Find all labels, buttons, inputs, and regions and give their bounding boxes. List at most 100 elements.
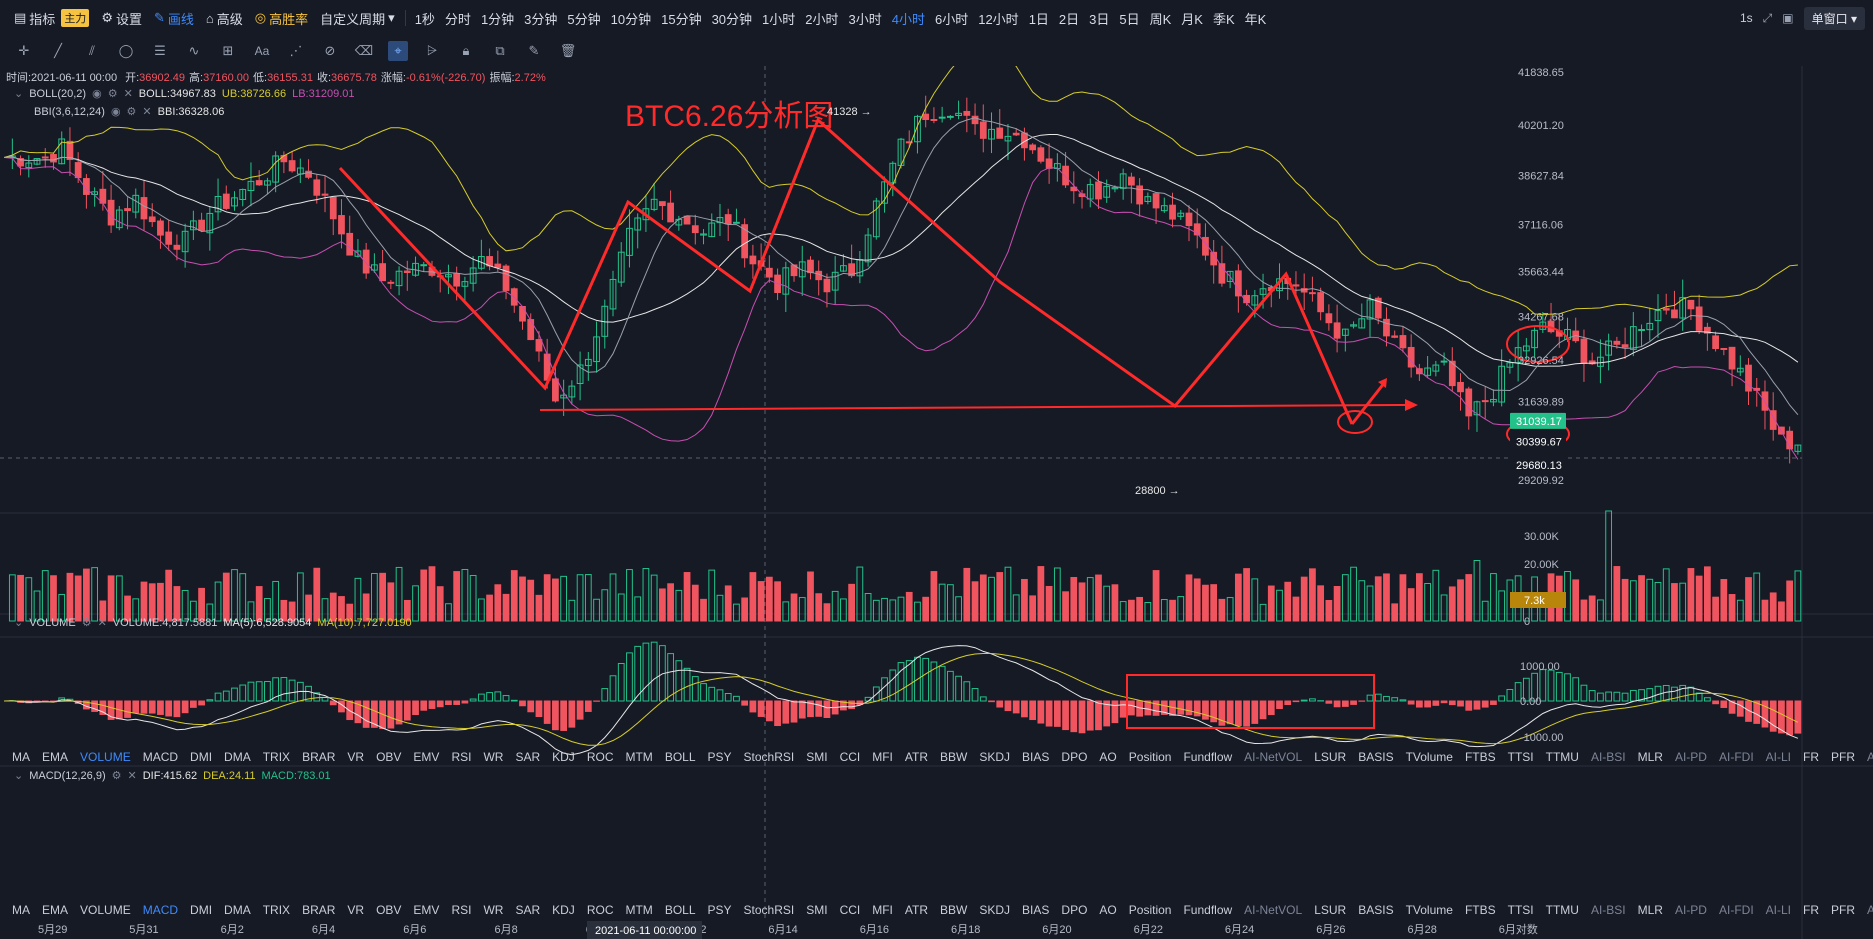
indicator-tab-ttsi[interactable]: TTSI: [1507, 903, 1534, 917]
period-8[interactable]: 1小时: [762, 11, 796, 27]
toolbar-item-2[interactable]: ✎ 画线: [148, 9, 200, 28]
indicator-tab-kdj[interactable]: KDJ: [552, 750, 575, 764]
indicator-tab-fundflow[interactable]: Fundflow: [1183, 903, 1233, 917]
indicator-tab-ai-bsi[interactable]: AI-BSI: [1590, 750, 1626, 764]
period-13[interactable]: 12小时: [978, 11, 1019, 27]
indicator-tab-psy[interactable]: PSY: [707, 903, 732, 917]
indicator-tab-smi[interactable]: SMI: [806, 750, 828, 764]
indicator-tab-fr[interactable]: FR: [1803, 903, 1819, 917]
crosshair-tool-icon[interactable]: ✛: [18, 43, 30, 58]
indicator-tab-kdj[interactable]: KDJ: [552, 903, 575, 917]
period-14[interactable]: 1日: [1028, 11, 1049, 27]
indicator-tab-trix[interactable]: TRIX: [262, 750, 291, 764]
magnet-tool-icon[interactable]: ⌖: [388, 41, 408, 61]
period-0[interactable]: 1秒: [414, 11, 435, 27]
toolbar-item-3[interactable]: ⌂ 高级: [200, 9, 249, 28]
indicator-tab-stochrsi[interactable]: StochRSI: [743, 750, 795, 764]
period-2[interactable]: 1分钟: [480, 11, 515, 27]
indicator-tab-sar[interactable]: SAR: [515, 903, 541, 917]
indicator-tab-ai-pd[interactable]: AI-PD: [1674, 750, 1707, 764]
indicator-tab-position[interactable]: Position: [1128, 903, 1172, 917]
indicator-tab-ftbs[interactable]: FTBS: [1464, 903, 1496, 917]
indicator-tab-macd[interactable]: MACD: [142, 750, 179, 764]
period-12[interactable]: 6小时: [934, 11, 969, 27]
close-icon[interactable]: ✕: [127, 770, 137, 782]
indicator-tab-lsur[interactable]: LSUR: [1314, 903, 1347, 917]
indicator-tab-ai-li[interactable]: AI-LI: [1765, 750, 1791, 764]
period-15[interactable]: 2日: [1058, 11, 1080, 27]
indicator-tab-mtm[interactable]: MTM: [625, 903, 653, 917]
indicator-tab-brar[interactable]: BRAR: [302, 750, 336, 764]
period-9[interactable]: 2小时: [805, 11, 839, 27]
period-16[interactable]: 3日: [1089, 11, 1110, 27]
indicator-tab-wr[interactable]: WR: [483, 903, 504, 917]
indicator-tab-ttsi[interactable]: TTSI: [1507, 750, 1534, 764]
close-icon[interactable]: ✕: [123, 88, 133, 100]
indicator-tab-atr[interactable]: ATR: [904, 903, 929, 917]
indicator-tab-ema[interactable]: EMA: [42, 750, 69, 764]
indicator-tab-ai-fdi[interactable]: AI-FDI: [1718, 750, 1754, 764]
window-mode-button[interactable]: 单窗口 ▾: [1803, 6, 1865, 30]
indicator-tab-ai-bsi[interactable]: AI-BSI: [1590, 903, 1626, 917]
settings-icon[interactable]: ⚙: [111, 770, 122, 782]
indicator-tab-atr[interactable]: ATR: [904, 750, 929, 764]
toolbar-item-5[interactable]: 自定义周期 ▾: [314, 9, 401, 28]
indicator-tab-basis[interactable]: BASIS: [1358, 750, 1394, 764]
fullscreen-icon[interactable]: ⤢: [1762, 10, 1773, 25]
collapse-icon[interactable]: ⌄: [14, 617, 24, 629]
ellipse-tool-icon[interactable]: ◯: [118, 43, 134, 58]
indicator-tab-ma[interactable]: MA: [12, 750, 30, 764]
delete-tool-icon[interactable]: 🗑︎: [559, 43, 577, 58]
indicator-tab-trix[interactable]: TRIX: [262, 903, 291, 917]
indicator-tab-pfr[interactable]: PFR: [1831, 903, 1855, 917]
period-11[interactable]: 4小时: [891, 11, 925, 27]
indicator-tab-ao[interactable]: AO: [1099, 750, 1117, 764]
period-5[interactable]: 10分钟: [610, 11, 652, 27]
indicator-tab-volume[interactable]: VOLUME: [80, 750, 131, 764]
indicator-tab-tvolume[interactable]: TVolume: [1405, 750, 1453, 764]
period-20[interactable]: 季K: [1212, 11, 1235, 27]
indicator-tab-ai-fdi[interactable]: AI-FDI: [1718, 903, 1754, 917]
toolbar-item-1[interactable]: ⚙ 设置: [95, 9, 148, 28]
indicator-tab-dmi[interactable]: DMI: [190, 750, 213, 764]
indicator-tab-obv[interactable]: OBV: [376, 903, 402, 917]
indicator-tab-mlr[interactable]: MLR: [1637, 750, 1663, 764]
wave-tool-icon[interactable]: ∿: [188, 43, 200, 58]
parallel-channel-tool-icon[interactable]: ⫽: [89, 43, 95, 58]
indicator-tab-skdj[interactable]: SKDJ: [979, 750, 1011, 764]
indicator-tab-cci[interactable]: CCI: [839, 750, 861, 764]
indicator-tab-bbw[interactable]: BBW: [940, 750, 968, 764]
indicator-tab-pfr[interactable]: PFR: [1831, 750, 1855, 764]
edit-tool-icon[interactable]: ✎: [528, 43, 540, 58]
indicator-tab-lsur[interactable]: LSUR: [1314, 750, 1347, 764]
indicator-tab-ai-li[interactable]: AI-LI: [1765, 903, 1791, 917]
period-3[interactable]: 3分钟: [524, 11, 558, 27]
indicator-tab-position[interactable]: Position: [1128, 750, 1172, 764]
indicator-tab-ai-pd[interactable]: AI-PD: [1674, 903, 1707, 917]
indicator-tab-ma[interactable]: MA: [12, 903, 30, 917]
eye-icon[interactable]: ◉: [110, 106, 121, 118]
period-21[interactable]: 年K: [1244, 11, 1267, 27]
horizontal-lines-tool-icon[interactable]: ☰: [154, 43, 166, 58]
indicator-tab-mlr[interactable]: MLR: [1637, 903, 1663, 917]
collapse-icon[interactable]: ⌄: [14, 770, 24, 782]
indicator-tab-stochrsi[interactable]: StochRSI: [743, 903, 795, 917]
indicator-tab-ai-bst[interactable]: AI-BST: [1867, 903, 1873, 917]
period-6[interactable]: 15分钟: [661, 11, 702, 27]
indicator-tab-mfi[interactable]: MFI: [872, 903, 893, 917]
indicator-tab-smi[interactable]: SMI: [806, 903, 828, 917]
indicator-tab-tvolume[interactable]: TVolume: [1405, 903, 1453, 917]
indicator-tab-ttmu[interactable]: TTMU: [1545, 750, 1579, 764]
settings-icon[interactable]: ⚙: [126, 106, 137, 118]
indicator-tab-ai-netvol[interactable]: AI-NetVOL: [1244, 750, 1303, 764]
indicator-tab-vr[interactable]: VR: [347, 750, 365, 764]
indicator-tab-mfi[interactable]: MFI: [872, 750, 893, 764]
indicator-tab-mtm[interactable]: MTM: [625, 750, 653, 764]
eye-icon[interactable]: ◉: [92, 88, 102, 100]
fibonacci-tool-icon[interactable]: ⋰: [289, 43, 303, 58]
indicator-tab-rsi[interactable]: RSI: [451, 903, 472, 917]
indicator-tab-dpo[interactable]: DPO: [1061, 750, 1088, 764]
copy-tool-icon[interactable]: ⧉: [495, 43, 505, 58]
indicator-tab-basis[interactable]: BASIS: [1358, 903, 1394, 917]
